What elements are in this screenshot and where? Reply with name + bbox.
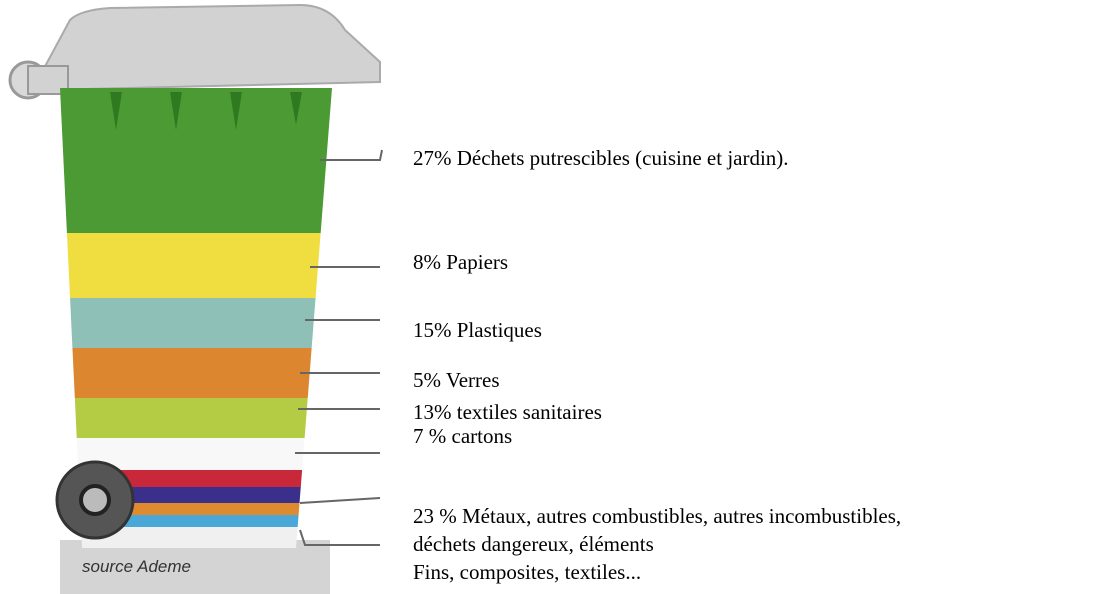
- label-text: 5% Verres: [413, 368, 500, 392]
- bin-base: [60, 540, 330, 594]
- label-text: 8% Papiers: [413, 250, 508, 274]
- layer-verres: [60, 348, 332, 398]
- label-text: 23 % Métaux, autres combustibles, autres…: [413, 504, 901, 528]
- label-text: 15% Plastiques: [413, 318, 542, 342]
- label-text: 13% textiles sanitaires: [413, 400, 602, 424]
- source-label: source Ademe: [82, 557, 191, 576]
- label-text: 7 % cartons: [413, 424, 512, 448]
- label-text: déchets dangereux, éléments: [413, 532, 654, 556]
- bin-lid: [41, 3, 381, 92]
- layer-bottom: [60, 527, 332, 548]
- label-text: Fins, composites, textiles...: [413, 560, 641, 584]
- label-text: 27% Déchets putrescibles (cuisine et jar…: [413, 146, 789, 170]
- layer-papiers: [60, 233, 332, 298]
- labels: 27% Déchets putrescibles (cuisine et jar…: [413, 146, 901, 584]
- leader-line: [320, 149, 383, 161]
- layer-putrescibles: [60, 88, 332, 233]
- bin-body: [60, 88, 332, 548]
- wheel-hub: [79, 484, 111, 516]
- leader-line: [299, 497, 381, 546]
- layer-textiles: [60, 398, 332, 438]
- layer-plastiques: [60, 298, 332, 348]
